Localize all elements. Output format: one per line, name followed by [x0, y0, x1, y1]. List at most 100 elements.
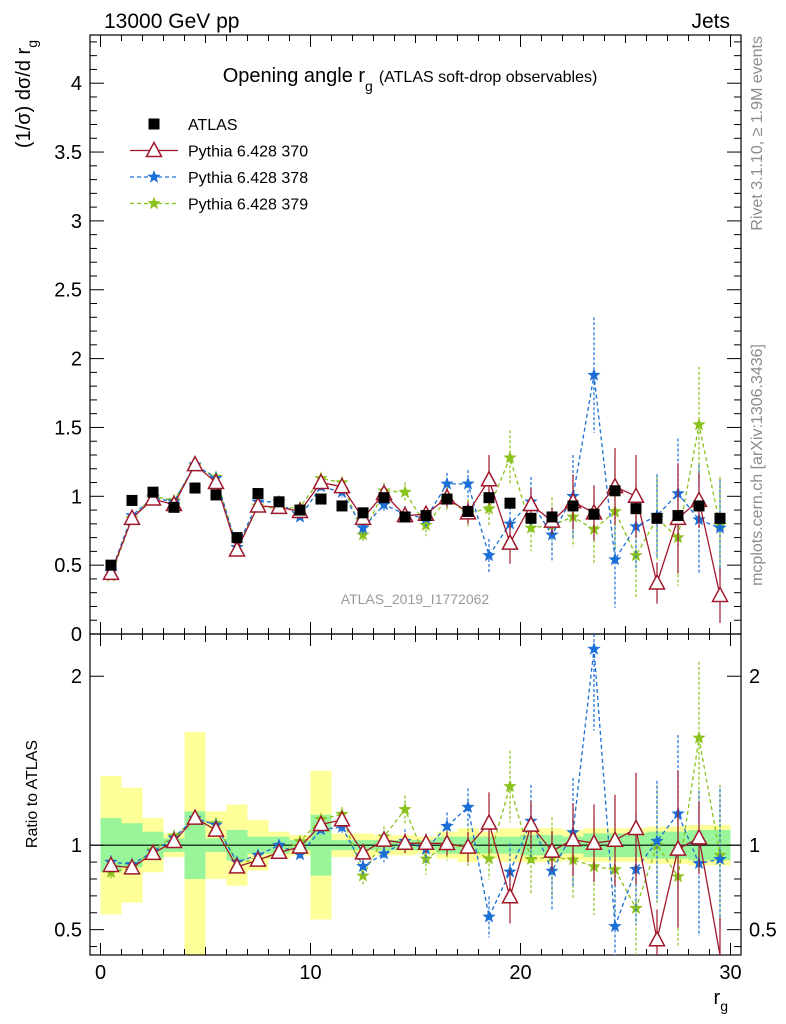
ratio-point	[503, 779, 517, 793]
ratio-point	[144, 843, 162, 861]
data-point	[273, 496, 285, 508]
ratio-point	[396, 833, 414, 850]
data-point	[648, 573, 666, 590]
x-tick-label: 30	[719, 962, 741, 984]
ratio-y-tick-label: 1	[749, 835, 760, 857]
y-tick-label: 4	[71, 73, 82, 95]
ratio-point	[207, 820, 225, 837]
x-tick-label: 0	[95, 962, 106, 984]
ratio-point	[459, 837, 477, 854]
ratio-point	[690, 828, 708, 845]
data-point	[462, 505, 474, 517]
data-point	[588, 508, 600, 520]
y-tick-label: 1.5	[54, 417, 82, 439]
ratio-point	[333, 810, 351, 827]
data-point	[714, 512, 726, 524]
ratio-point	[375, 830, 393, 847]
data-point	[711, 585, 729, 603]
ratio-y-tick-label: 0.5	[749, 920, 777, 942]
ratio-y-axis-label: Ratio to ATLAS	[24, 740, 41, 848]
ratio-y-tick-label: 2	[71, 666, 82, 688]
data-point	[105, 559, 117, 571]
data-point	[186, 455, 204, 472]
ratio-point	[608, 919, 622, 933]
ratio-point	[186, 808, 204, 825]
ratio-point	[438, 833, 456, 851]
side-label-upper: Rivet 3.1.10, ≥ 1.9M events	[749, 36, 766, 231]
chart-title-main: Opening angle r	[223, 65, 366, 87]
data-point	[356, 527, 370, 541]
data-point	[333, 477, 351, 494]
ratio-point	[440, 819, 454, 832]
data-point	[480, 470, 498, 487]
data-point	[672, 510, 684, 522]
series-line	[110, 463, 721, 596]
data-point	[102, 563, 120, 581]
chart-title-suffix: (ATLAS soft-drop observables)	[379, 69, 597, 86]
legend-label: Pythia 6.428 378	[188, 170, 308, 187]
data-point	[207, 472, 225, 490]
ratio-point	[354, 843, 372, 860]
ratio-point	[629, 901, 643, 914]
ratio-point	[524, 852, 538, 865]
data-point	[377, 497, 391, 511]
ratio-point	[293, 847, 307, 861]
data-point	[501, 533, 519, 550]
data-point	[627, 486, 645, 504]
axes: 0 10 20 30 0 0.5 1 1.5 2 2.5 3 3.5 4 0.5 0.5 1 1 2 2	[54, 34, 777, 984]
y-axis-label-main: (1/σ) dσ/d r	[13, 47, 35, 148]
ratio-point	[417, 833, 435, 850]
ratio-point	[627, 818, 645, 836]
data-point	[123, 508, 141, 526]
ratio-point	[123, 858, 141, 875]
data-point	[482, 501, 496, 515]
data-point	[483, 492, 495, 504]
data-point	[356, 521, 370, 534]
data-point	[336, 500, 348, 512]
ratio-point	[228, 857, 246, 874]
y-tick-label: 2.5	[54, 280, 82, 302]
data-point	[567, 500, 579, 512]
ratio-point	[669, 839, 687, 856]
ratio-series-line	[110, 648, 721, 927]
y-tick-label: 3.5	[54, 142, 82, 164]
data-point	[651, 512, 663, 524]
data-point	[357, 507, 369, 519]
ratio-point	[564, 830, 582, 847]
ratio-point	[713, 852, 727, 865]
data-point	[420, 510, 432, 522]
x-tick-label: 20	[509, 962, 531, 984]
ratio-point	[270, 842, 288, 859]
x-axis-label: rg	[714, 987, 728, 1014]
header-right: Jets	[691, 10, 730, 33]
ratio-point	[482, 851, 496, 865]
y-tick-label: 0	[71, 624, 82, 646]
data-point	[144, 489, 162, 506]
y-axis-label-sub: g	[24, 40, 40, 48]
data-point	[249, 496, 267, 513]
y-axis-label: (1/σ) dσ/d rg	[13, 40, 40, 148]
data-point	[126, 494, 138, 506]
data-point	[525, 512, 537, 524]
legend-label: Pythia 6.428 379	[188, 197, 308, 214]
legend: ATLAS Pythia 6.428 370 Pythia 6.428 378 Pyt…	[130, 117, 308, 214]
ratio-point	[650, 838, 664, 851]
ratio-point	[398, 802, 412, 816]
data-point	[630, 503, 642, 515]
side-label-lower: mcplots.cern.ch [arXiv:1306.3436]	[749, 344, 766, 586]
ratio-point	[648, 930, 666, 947]
data-point	[693, 500, 705, 512]
ratio-point	[480, 813, 498, 830]
ratio-point	[501, 887, 519, 904]
data-point	[399, 511, 411, 523]
y-tick-label: 0.5	[54, 555, 82, 577]
data-point	[461, 476, 475, 490]
legend-label: Pythia 6.428 370	[188, 144, 308, 161]
data-point	[503, 450, 517, 464]
data-point	[147, 486, 159, 498]
ratio-point	[356, 859, 370, 872]
data-point	[294, 504, 306, 516]
data-point	[252, 488, 264, 500]
series-line	[110, 374, 721, 573]
